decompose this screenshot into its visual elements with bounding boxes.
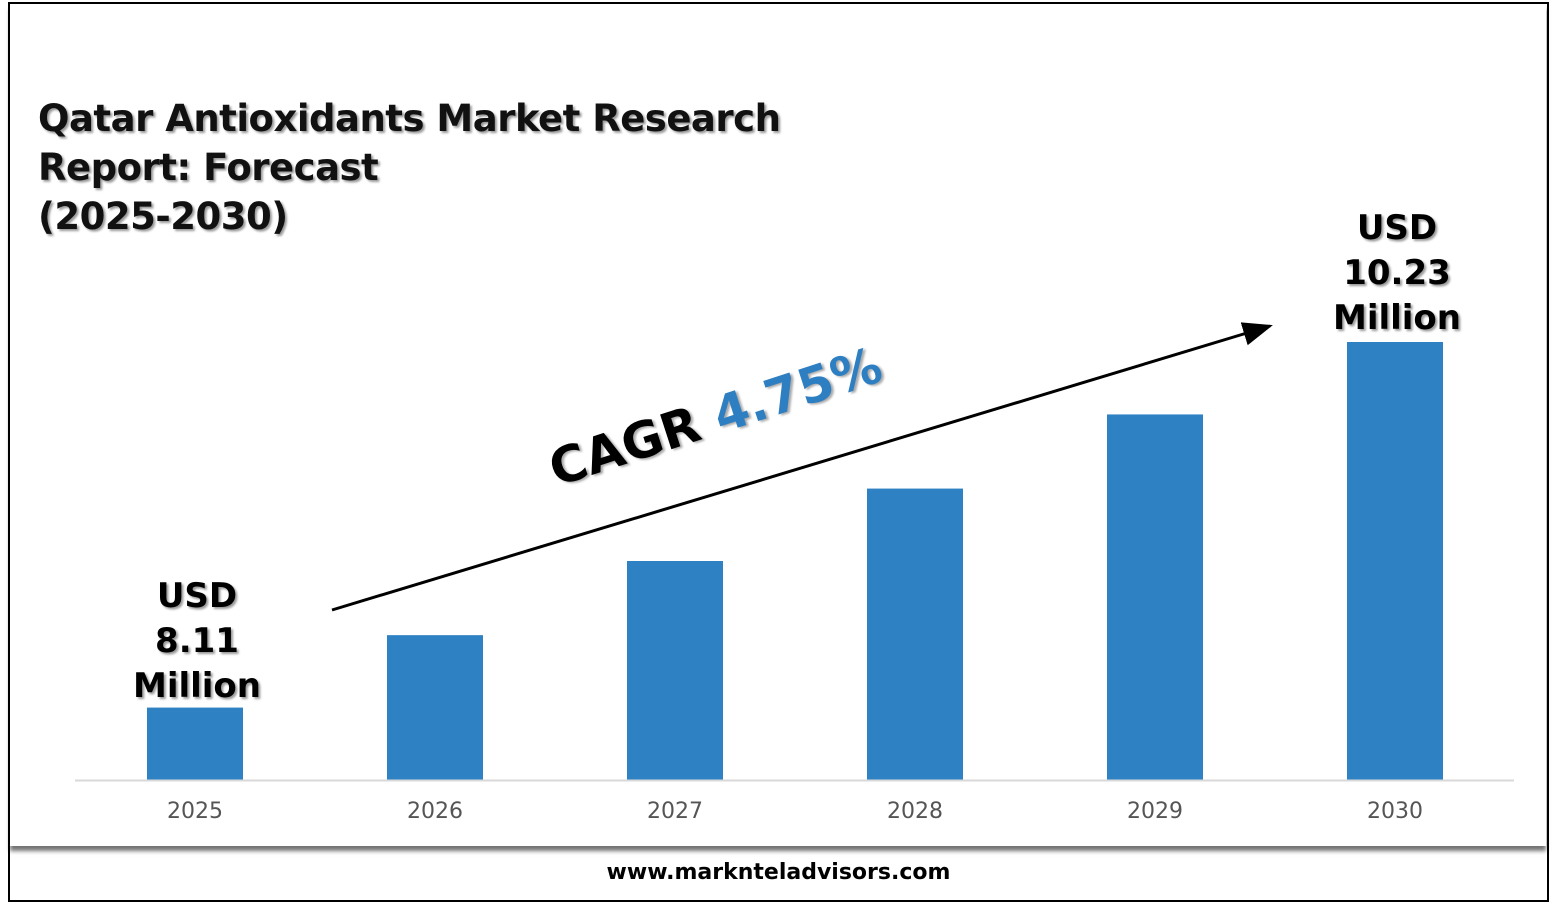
x-tick-label: 2025 [167, 799, 223, 824]
data-label-2030: USD 10.23 Million [1297, 206, 1497, 341]
chart-title: Qatar Antioxidants Market Research Repor… [38, 94, 781, 241]
title-line-3: (2025-2030) [38, 195, 288, 238]
bar-2028 [867, 488, 963, 780]
chart-panel [10, 4, 1546, 846]
data-label-unit: Million [132, 666, 261, 706]
data-label-2025: USD 8.11 Million [97, 574, 297, 709]
data-label-unit: Million [1332, 298, 1461, 338]
data-label-currency: USD [1356, 208, 1438, 248]
outer-frame [8, 2, 1549, 902]
data-label-currency: USD [156, 576, 238, 616]
x-tick-label: 2027 [647, 799, 703, 824]
x-tick-label: 2030 [1367, 799, 1423, 824]
title-line-1: Qatar Antioxidants Market Research [38, 97, 781, 140]
bar-2029 [1107, 414, 1203, 780]
bar-2030 [1347, 342, 1443, 780]
x-tick-label: 2026 [407, 799, 463, 824]
data-label-value: 10.23 [1343, 253, 1451, 293]
data-label-value: 8.11 [155, 621, 239, 661]
footer-url[interactable]: www.marknteladvisors.com [606, 860, 951, 885]
bar-2027 [627, 561, 723, 780]
x-tick-label: 2028 [887, 799, 943, 824]
x-tick-label: 2029 [1127, 799, 1183, 824]
bar-2025 [147, 707, 243, 780]
cagr-arrow [331, 322, 1273, 612]
bar-2026 [387, 635, 483, 780]
title-line-2: Report: Forecast [38, 146, 379, 189]
